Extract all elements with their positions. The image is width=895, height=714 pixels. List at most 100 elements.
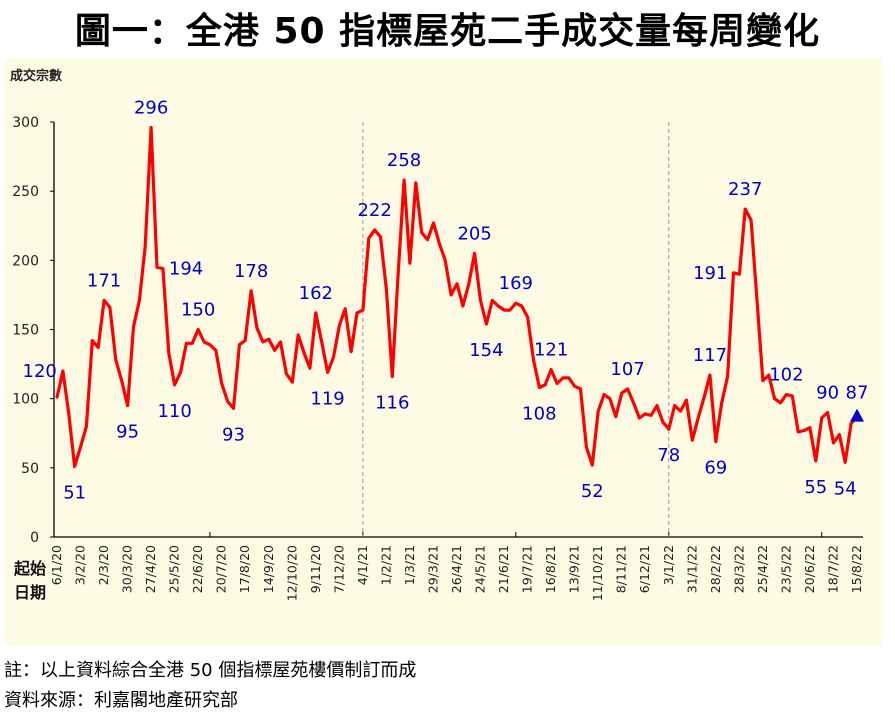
x-tick-label: 14/9/20 [261, 545, 276, 593]
data-point [379, 235, 382, 239]
data-point [673, 404, 677, 407]
y-tick-label: 300 [12, 115, 39, 131]
x-tick-label: 20/6/22 [802, 545, 817, 593]
data-point [420, 231, 424, 235]
data-label: 150 [181, 300, 215, 321]
data-point [737, 272, 741, 276]
x-tick-label: 1/3/21 [402, 545, 417, 585]
data-point [602, 393, 606, 396]
data-point [349, 350, 353, 354]
data-point [696, 416, 700, 420]
data-point [326, 370, 329, 374]
data-point [161, 267, 165, 271]
data-point [355, 311, 359, 315]
data-label: 93 [222, 424, 245, 445]
data-label: 120 [23, 361, 57, 382]
data-point [396, 271, 400, 275]
data-point [485, 322, 488, 326]
data-point [773, 397, 777, 401]
data-point [290, 380, 294, 384]
data-label: 296 [134, 98, 168, 119]
data-point [73, 465, 77, 468]
data-point [255, 326, 259, 330]
data-point [196, 328, 200, 331]
data-point [767, 373, 771, 377]
source-note: 資料來源：利嘉閣地產研究部 [4, 690, 238, 711]
data-point [690, 438, 694, 442]
data-point [643, 412, 647, 416]
data-point [755, 299, 759, 302]
data-point [796, 430, 800, 434]
x-tick-label: 31/1/22 [684, 545, 699, 593]
line-chart: 成交宗數 起始 日期 0 50 100 150 200 250 300 6/1/20 3/2/2… [10, 68, 869, 602]
data-point [826, 411, 829, 414]
data-point [226, 400, 229, 403]
data-point [802, 429, 806, 432]
data-point [832, 441, 835, 445]
x-tick-label: 6/12/21 [637, 545, 652, 593]
data-point [490, 299, 494, 302]
data-point [573, 384, 577, 388]
x-tick-label: 11/10/21 [590, 545, 605, 601]
data-point [820, 416, 824, 420]
data-point [308, 366, 312, 370]
data-point [543, 383, 547, 387]
data-point [532, 358, 535, 362]
data-point [143, 245, 147, 248]
data-point [79, 445, 82, 449]
data-label: 52 [581, 481, 604, 502]
data-point [526, 315, 529, 319]
data-point [461, 304, 465, 308]
data-label: 78 [657, 445, 680, 466]
x-tick-label: 18/7/22 [825, 545, 840, 593]
data-label: 222 [357, 200, 391, 221]
data-point [120, 379, 124, 383]
data-point [167, 351, 171, 355]
data-point [626, 387, 629, 391]
data-point [708, 373, 712, 377]
data-point [96, 346, 100, 349]
data-point [714, 440, 718, 443]
x-tick-label: 28/2/22 [708, 545, 723, 593]
data-point [237, 343, 241, 347]
data-point [432, 221, 435, 225]
data-point [596, 409, 600, 413]
data-point [808, 426, 812, 430]
data-point [814, 459, 818, 463]
data-label: 102 [769, 365, 803, 386]
data-point [437, 242, 441, 246]
data-point [473, 252, 477, 255]
x-tick-label: 17/8/20 [237, 545, 252, 593]
data-point [414, 181, 418, 185]
data-point [585, 445, 588, 449]
y-tick-label: 0 [30, 530, 39, 546]
data-point [679, 409, 682, 413]
data-label: 110 [157, 401, 191, 422]
data-point [590, 463, 594, 467]
data-point [314, 311, 318, 315]
data-point [285, 372, 288, 376]
footnote: 註：以上資料綜合全港 50 個指標屋苑樓價制訂而成 [4, 660, 417, 681]
data-label: 87 [846, 383, 869, 404]
data-point [126, 404, 129, 407]
data-point [614, 415, 618, 419]
y-tick-label: 150 [12, 323, 39, 339]
triangle-up-icon [850, 408, 864, 422]
data-point [779, 401, 782, 405]
data-point [426, 238, 429, 241]
data-point [190, 341, 194, 345]
chart-title: 圖一：全港 50 指標屋苑二手成交量每周變化 [74, 11, 821, 52]
data-label: 119 [310, 388, 344, 409]
data-point [155, 265, 159, 269]
data-point [114, 358, 118, 362]
data-point [108, 305, 112, 309]
data-point [232, 406, 235, 410]
data-point [173, 383, 177, 387]
data-label: 178 [234, 261, 268, 282]
x-tick-label: 24/5/21 [473, 545, 488, 593]
data-label: 194 [169, 259, 203, 280]
data-point [843, 460, 847, 464]
data-point [479, 299, 482, 302]
x-tick-label: 1/2/21 [378, 545, 393, 585]
y-tick-label: 100 [12, 392, 39, 408]
